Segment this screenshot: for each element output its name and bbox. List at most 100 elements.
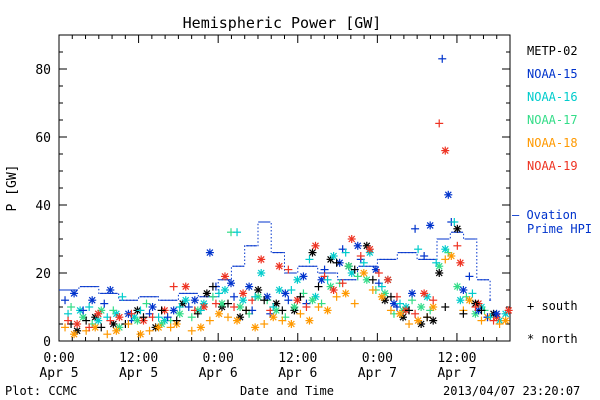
north-point — [275, 286, 284, 294]
south-point — [163, 313, 172, 322]
north-point — [257, 269, 266, 277]
north-point — [441, 146, 450, 155]
south-point — [320, 265, 329, 274]
north-point — [112, 326, 121, 335]
south-point — [187, 313, 196, 322]
north-point — [329, 252, 338, 260]
north-point — [275, 262, 284, 271]
south-point — [136, 306, 145, 315]
south-point — [251, 292, 260, 301]
south-point — [296, 292, 305, 301]
north-point — [115, 313, 124, 322]
north-point — [133, 316, 142, 325]
chart-title: Hemispheric Power [GW] — [183, 14, 382, 32]
south-point — [61, 296, 70, 305]
x-tick-date-label: Apr 5 — [119, 366, 158, 381]
x-tick-date-label: Apr 5 — [39, 366, 78, 381]
south-point — [353, 272, 362, 281]
north-point — [308, 296, 317, 305]
south-point — [435, 119, 444, 128]
legend-entry-noaa16: NOAA-16 — [527, 90, 578, 104]
north-point — [365, 245, 374, 254]
north-point — [70, 330, 79, 339]
south-point — [405, 320, 414, 328]
south-point — [332, 292, 341, 301]
north-point — [73, 320, 82, 328]
south-point — [341, 248, 350, 257]
legend-entry-metp02: METP-02 — [527, 44, 578, 58]
south-point — [441, 303, 450, 311]
ovation-hpi-line — [59, 221, 491, 301]
south-point — [175, 303, 184, 311]
south-point — [103, 330, 112, 339]
south-point — [477, 316, 486, 325]
north-point — [233, 316, 242, 325]
legend-entry-noaa15: NOAA-15 — [527, 67, 578, 81]
south-point — [287, 286, 296, 294]
north-point — [408, 289, 417, 298]
x-axis-label: Date and Time — [240, 384, 334, 398]
north-point — [175, 309, 184, 318]
plot-frame — [58, 34, 511, 342]
north-point — [501, 316, 510, 325]
south-point — [408, 296, 417, 305]
north-point — [94, 309, 103, 318]
north-point — [359, 269, 368, 277]
north-point — [492, 309, 501, 318]
north-point — [220, 272, 229, 281]
south-point — [453, 241, 462, 250]
north-point — [377, 292, 386, 301]
north-point — [347, 235, 356, 243]
south-point — [214, 289, 223, 298]
north-point — [293, 275, 302, 284]
south-point — [396, 299, 405, 308]
south-point — [459, 309, 468, 318]
y-tick-label: 80 — [35, 63, 51, 78]
north-point — [299, 272, 308, 281]
south-point — [67, 303, 76, 311]
north-point — [190, 296, 199, 305]
north-point — [106, 286, 115, 294]
legend-south-marker: + south — [527, 299, 578, 313]
north-point — [341, 289, 350, 298]
x-tick-date-label: Apr 7 — [358, 366, 397, 381]
north-point — [456, 296, 465, 305]
legend: METP-02 NOAA-15 NOAA-16 NOAA-17 NOAA-18 … — [512, 44, 592, 346]
south-point — [100, 299, 109, 308]
north-point — [344, 262, 353, 271]
south-point — [495, 320, 504, 328]
south-point — [85, 303, 94, 311]
south-point — [338, 279, 347, 288]
south-point — [386, 306, 395, 315]
south-point — [414, 245, 423, 254]
north-point — [227, 279, 236, 288]
legend-entry-noaa17: NOAA-17 — [527, 113, 578, 127]
south-point — [157, 306, 166, 315]
south-point — [278, 306, 287, 315]
y-axis-label: P [GW] — [5, 165, 20, 212]
north-point — [290, 303, 299, 311]
south-point — [468, 289, 477, 298]
south-point — [438, 54, 447, 63]
south-point — [233, 228, 242, 237]
south-point — [368, 286, 377, 294]
north-point — [196, 323, 205, 332]
north-point — [79, 313, 88, 322]
north-point — [254, 286, 263, 294]
south-point — [79, 306, 88, 315]
x-tick-date-label: Apr 7 — [437, 366, 476, 381]
north-point — [214, 309, 223, 318]
x-tick-time-label: 0:00 — [203, 351, 234, 366]
x-tick-time-label: 12:00 — [437, 351, 476, 366]
north-point — [154, 323, 163, 332]
north-point — [70, 289, 79, 298]
south-point — [166, 323, 175, 332]
legend-ovation-line1: — Ovation — [512, 208, 577, 222]
north-point — [269, 313, 278, 322]
south-point — [260, 296, 269, 305]
ovation-hpi-series — [59, 221, 492, 301]
north-point — [435, 269, 444, 277]
plot-timestamp: 2013/04/07 23:20:07 — [443, 384, 580, 398]
